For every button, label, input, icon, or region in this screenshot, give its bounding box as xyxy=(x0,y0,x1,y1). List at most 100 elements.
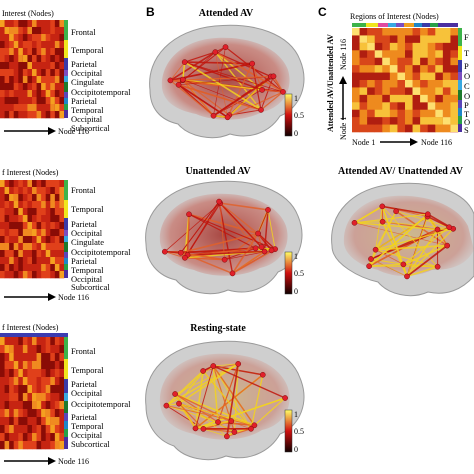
heatmap-cell xyxy=(13,34,19,42)
connection-edge xyxy=(253,397,286,426)
connection-edge xyxy=(375,249,404,265)
heatmap-cell xyxy=(4,97,10,105)
heatmap-cell xyxy=(59,257,65,265)
matrix-footer: Node 116 xyxy=(58,127,89,136)
heatmap-cell xyxy=(27,441,33,450)
heatmap-cell xyxy=(450,117,459,125)
heatmap-cell xyxy=(0,27,5,35)
heatmap-diagonal-cell xyxy=(359,35,368,43)
heatmap-cell xyxy=(4,55,10,63)
heatmap-cell xyxy=(32,385,37,394)
heatmap-cell xyxy=(36,48,42,56)
heatmap-cell xyxy=(32,425,37,434)
heatmap-cell xyxy=(22,62,28,70)
heatmap-cell xyxy=(4,215,10,223)
heatmap-cell xyxy=(0,369,5,378)
heatmap-cell xyxy=(36,377,42,386)
heatmap-cell xyxy=(0,345,5,354)
connection-edge xyxy=(403,226,450,265)
heatmap-cell xyxy=(18,250,24,258)
heatmap-cell xyxy=(41,236,47,244)
heatmap-cell xyxy=(59,41,65,49)
heatmap-cell xyxy=(45,377,51,386)
heatmap-cell xyxy=(0,229,5,237)
heatmap-cell xyxy=(442,109,451,118)
roi-label: T xyxy=(464,109,470,119)
heatmap-cell xyxy=(435,35,444,44)
heatmap-cell xyxy=(27,34,33,42)
heatmap-cell xyxy=(13,83,19,91)
heatmap-cell xyxy=(442,50,451,59)
heatmap-cell xyxy=(13,257,19,265)
heatmap-cell xyxy=(32,264,37,272)
heatmap-cell xyxy=(13,48,19,56)
heatmap-diagonal-cell xyxy=(18,48,23,55)
heatmap-cell xyxy=(50,385,56,394)
connection-edge xyxy=(184,61,262,111)
heatmap-cell xyxy=(50,250,56,258)
heatmap-cell xyxy=(59,361,65,370)
node-label-left: Node 1 xyxy=(339,117,348,140)
heatmap-cell xyxy=(13,90,19,98)
heatmap-cell xyxy=(41,201,47,209)
heatmap-cell xyxy=(32,441,37,450)
heatmap-cell xyxy=(389,117,398,125)
heatmap-cell xyxy=(32,222,37,230)
heatmap-cell xyxy=(412,102,421,111)
heatmap-cell xyxy=(22,250,28,258)
roi-label: P xyxy=(464,61,469,71)
heatmap-cell xyxy=(4,264,10,272)
connection-edge xyxy=(257,209,269,234)
heatmap-cell xyxy=(374,28,383,36)
heatmap-cell xyxy=(412,28,421,36)
heatmap-cell xyxy=(18,34,24,42)
heatmap-cell xyxy=(420,124,429,133)
heatmap-cell xyxy=(50,243,56,251)
heatmap-cell xyxy=(9,111,15,119)
heatmap-cell xyxy=(36,180,42,188)
heatmap-cell xyxy=(367,109,376,118)
heatmap-cell xyxy=(45,353,51,362)
heatmap-cell xyxy=(54,208,60,216)
heatmap-cell xyxy=(9,433,15,442)
heatmap-cell xyxy=(54,90,60,98)
heatmap-cell xyxy=(59,417,65,426)
brain-node xyxy=(265,207,271,213)
roi-label: Subcortical xyxy=(71,282,110,292)
heatmap-cell xyxy=(59,385,65,394)
heatmap-cell xyxy=(41,48,47,56)
heatmap-cell xyxy=(41,76,47,84)
heatmap-cell xyxy=(9,180,15,188)
heatmap-cell xyxy=(420,72,429,81)
heatmap-cell xyxy=(27,111,33,119)
heatmap-cell xyxy=(22,353,28,362)
heatmap-cell xyxy=(50,180,56,188)
brain-node xyxy=(163,402,170,409)
heatmap-diagonal-cell xyxy=(374,50,383,58)
heatmap-diagonal-cell xyxy=(450,124,458,132)
heatmap-cell xyxy=(9,90,15,98)
heatmap-cell xyxy=(0,236,5,244)
heatmap-cell xyxy=(4,257,10,265)
heatmap-diagonal-cell xyxy=(435,109,443,118)
roi-label: Subcortical xyxy=(71,439,110,449)
heatmap-cell xyxy=(0,425,5,434)
heatmap-cell xyxy=(18,425,24,434)
heatmap-cell xyxy=(22,369,28,378)
heatmap-cell xyxy=(352,42,360,51)
brain-node xyxy=(210,112,217,119)
heatmap-cell xyxy=(59,243,65,251)
heatmap-cell xyxy=(32,34,37,42)
heatmap-cell xyxy=(412,65,421,73)
heatmap-cell xyxy=(389,102,398,111)
connection-edge xyxy=(213,363,239,367)
heatmap-cell xyxy=(359,80,368,88)
connection-edge xyxy=(370,258,408,277)
heatmap-cell xyxy=(352,117,360,125)
heatmap-cell xyxy=(9,97,15,105)
connection-edge xyxy=(227,91,284,118)
heatmap-cell xyxy=(442,65,451,73)
heatmap-diagonal-cell xyxy=(382,57,390,66)
brain-node xyxy=(200,426,207,432)
heatmap-cell xyxy=(9,361,15,370)
